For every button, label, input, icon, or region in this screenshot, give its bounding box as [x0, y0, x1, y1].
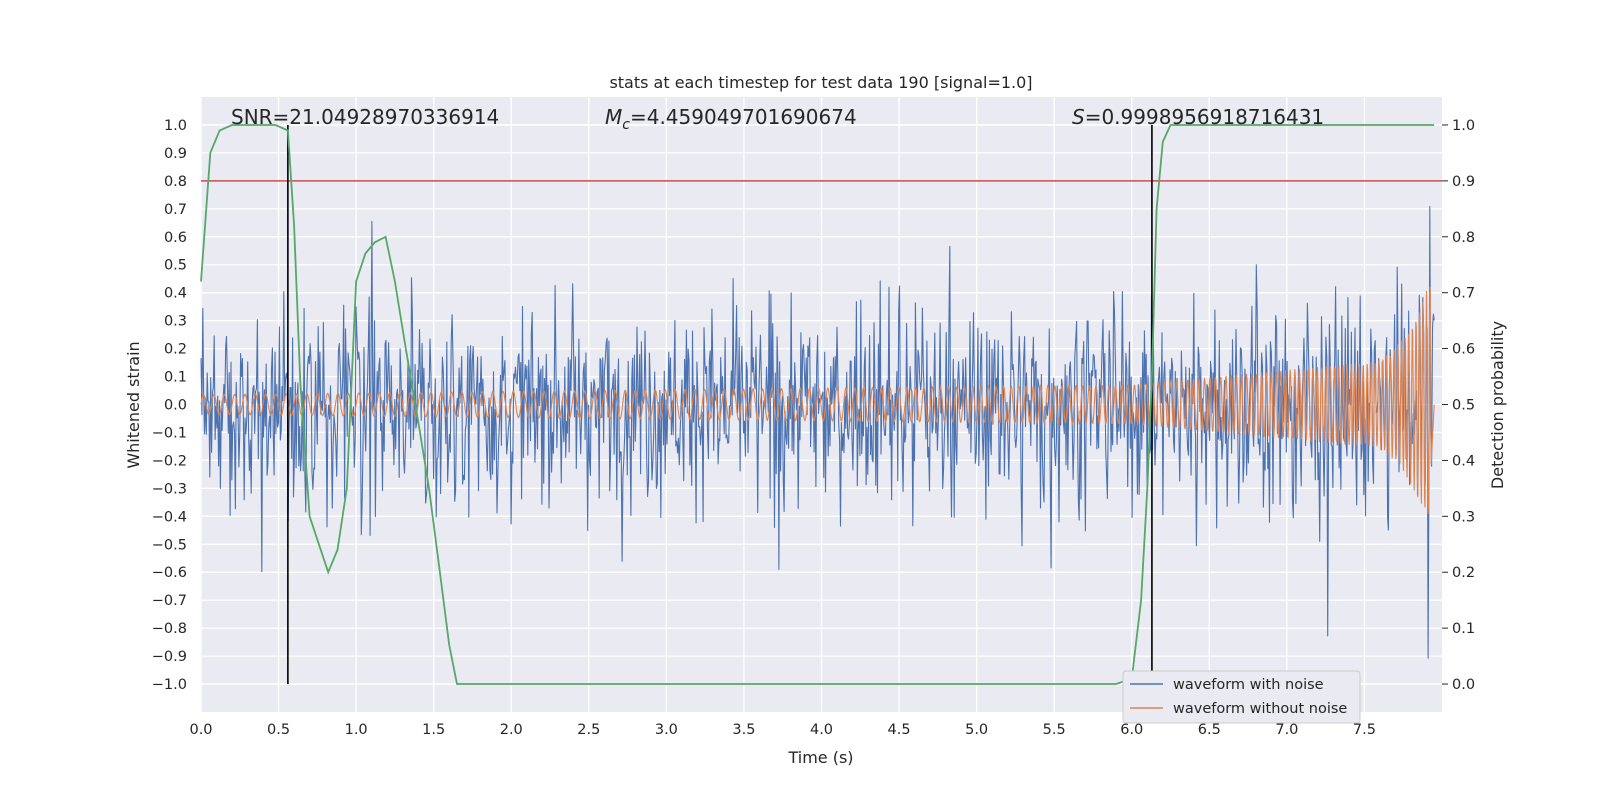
y-tick-label: 0.3 [164, 314, 187, 330]
y-tick-label: 1.0 [164, 118, 187, 134]
y2-tick-label: 0.7 [1452, 286, 1475, 302]
x-tick-label: 7.0 [1275, 722, 1298, 738]
y2-tick-label: 0.9 [1452, 174, 1475, 190]
legend-label-clean: waveform without noise [1173, 701, 1347, 717]
y2-tick-label: 0.2 [1452, 565, 1475, 581]
detection-probability-line [200, 124, 1435, 685]
x-tick-label: 7.5 [1353, 722, 1376, 738]
tick-labels: 0.0 0.5 1.0 1.5 2.0 2.5 3.0 3.5 4.0 4.5 5.0 5.5 6.0 6… [152, 118, 1475, 738]
chirp-mass-annotation: Mc=4.459049701690674 [605, 105, 857, 133]
y-tick-label: −0.9 [152, 649, 187, 665]
y-tick-label: −0.3 [152, 481, 187, 497]
noisy-waveform-line [200, 206, 1435, 659]
x-tick-label: 3.0 [655, 722, 678, 738]
statistic-symbol: S [1072, 105, 1085, 129]
y-tick-label: 0.1 [164, 370, 187, 386]
chirp-mass-subscript: c [622, 117, 630, 133]
chirp-mass-value: =4.459049701690674 [630, 105, 857, 129]
snr-annotation: SNR=21.04928970336914 [231, 105, 499, 129]
y-tick-label: 0.6 [164, 230, 187, 246]
y-tick-label: 0.8 [164, 174, 187, 190]
y-tick-label: 0.9 [164, 146, 187, 162]
y2-tick-label: 0.5 [1452, 398, 1475, 414]
y2-tick-label: 0.8 [1452, 230, 1475, 246]
x-axis-label: Time (s) [787, 748, 853, 767]
y-tick-label: 0.7 [164, 202, 187, 218]
y-tick-label: −0.8 [152, 621, 187, 637]
y-tick-label: −0.4 [152, 509, 187, 525]
y-tick-label: −0.7 [152, 593, 187, 609]
legend: waveform with noise waveform without noi… [1122, 670, 1361, 724]
y-axis-label: Whitened strain [124, 341, 143, 468]
legend-label-noisy: waveform with noise [1173, 677, 1324, 693]
chart-title: stats at each timestep for test data 190… [609, 73, 1032, 92]
x-tick-label: 0.0 [189, 722, 212, 738]
clean-waveform-line [200, 287, 1435, 514]
y2-tick-label: 0.4 [1452, 453, 1475, 469]
y2-tick-label: 0.1 [1452, 621, 1475, 637]
x-tick-label: 1.5 [422, 722, 445, 738]
y-tick-label: 0.2 [164, 342, 187, 358]
y-tick-label: 0.4 [164, 286, 187, 302]
overlay-lines [200, 124, 1442, 685]
legend-box [1122, 670, 1361, 724]
y-tick-label: −0.6 [152, 565, 187, 581]
y-tick-label: −0.2 [152, 453, 187, 469]
clean-waveform-series [200, 287, 1435, 514]
x-tick-label: 4.5 [888, 722, 911, 738]
x-tick-label: 2.0 [500, 722, 523, 738]
chirp-mass-symbol: M [605, 105, 622, 129]
x-tick-label: 6.0 [1120, 722, 1143, 738]
statistic-value: =0.9998956918716431 [1085, 105, 1324, 129]
y2-tick-label: 0.3 [1452, 509, 1475, 525]
x-tick-label: 1.0 [345, 722, 368, 738]
y2-tick-label: 0.6 [1452, 342, 1475, 358]
x-tick-label: 4.0 [810, 722, 833, 738]
y2-tick-label: 1.0 [1452, 118, 1475, 134]
y-tick-label: 0.5 [164, 258, 187, 274]
y2-axis-label: Detection probability [1488, 321, 1507, 489]
y-tick-label: 0.0 [164, 398, 187, 414]
x-tick-label: 0.5 [267, 722, 290, 738]
y-tick-label: −0.1 [152, 425, 187, 441]
y2-tick-label: 0.0 [1452, 677, 1475, 693]
noisy-waveform-series [200, 206, 1435, 659]
x-tick-label: 3.5 [732, 722, 755, 738]
y-tick-label: −0.5 [152, 537, 187, 553]
x-tick-label: 5.0 [965, 722, 988, 738]
x-tick-label: 2.5 [577, 722, 600, 738]
x-tick-label: 5.5 [1043, 722, 1066, 738]
statistic-annotation: S=0.9998956918716431 [1072, 105, 1324, 129]
x-tick-label: 6.5 [1198, 722, 1221, 738]
y-tick-label: −1.0 [152, 677, 187, 693]
